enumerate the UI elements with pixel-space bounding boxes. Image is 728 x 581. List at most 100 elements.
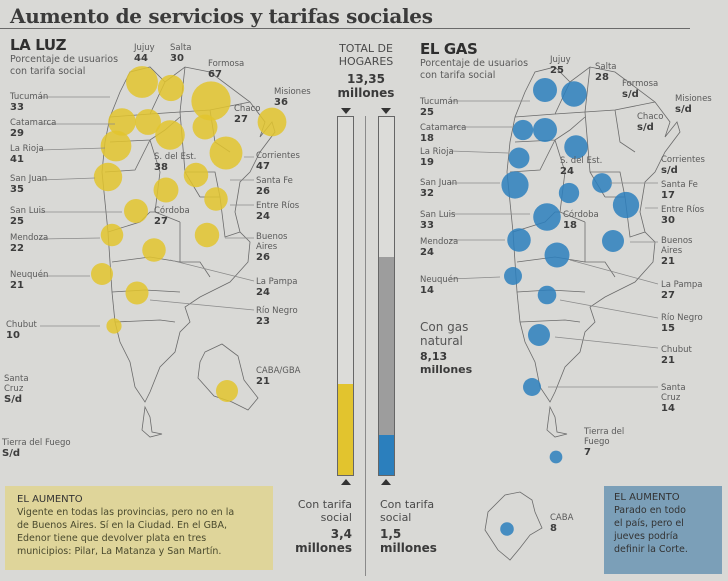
gas-natural-fill bbox=[379, 256, 394, 475]
luz-province-value: 24 bbox=[256, 211, 270, 222]
luz-province-label: Tierra del Fuego S/d bbox=[2, 438, 71, 460]
gas-province-label: Salta 28 bbox=[595, 62, 617, 84]
gas-province-value: 33 bbox=[420, 220, 434, 231]
luz-leader-line bbox=[149, 299, 255, 311]
luz-province-name: Jujuy bbox=[134, 43, 155, 53]
luz-province-name: Corrientes bbox=[256, 151, 300, 161]
gas-social-label-1: Con tarifa bbox=[380, 498, 435, 511]
luz-bubble-corrientes bbox=[209, 136, 243, 170]
gas-province-label: Tierra del Fuego 7 bbox=[584, 427, 624, 459]
luz-province-label: La Rioja 41 bbox=[10, 144, 44, 166]
gas-bubble-santa-fe bbox=[592, 173, 612, 193]
gas-province-label: La Rioja 19 bbox=[420, 147, 454, 169]
gas-province-label: Misiones s/d bbox=[675, 94, 712, 116]
totals-value: 13,35 millones bbox=[330, 72, 402, 100]
luz-province-value: 44 bbox=[134, 53, 148, 64]
luz-bar-top-arrow-icon bbox=[341, 108, 351, 114]
luz-province-label: Buenos Aires 26 bbox=[256, 232, 287, 264]
luz-province-value: 47 bbox=[256, 161, 270, 172]
luz-aumento-line: Vigente en todas las provincias, pero no… bbox=[17, 507, 235, 518]
gas-bubble-la-rioja bbox=[508, 147, 530, 169]
gas-province-value: 30 bbox=[661, 215, 675, 226]
luz-province-value: 22 bbox=[10, 243, 24, 254]
gas-province-value: 7 bbox=[584, 447, 591, 458]
luz-province-name: S. del Est. bbox=[154, 152, 197, 162]
gas-social-unit: millones bbox=[380, 541, 437, 555]
gas-province-label: Chubut 21 bbox=[661, 345, 692, 367]
gas-province-value: 8 bbox=[550, 523, 557, 534]
gas-subtitle-line1: Porcentaje de usuarios bbox=[420, 58, 529, 69]
gas-province-label: Catamarca 18 bbox=[420, 123, 466, 145]
luz-province-name: San Luis bbox=[10, 206, 46, 216]
gas-province-value: s/d bbox=[622, 89, 639, 100]
gas-bubble-mendoza bbox=[507, 228, 531, 252]
luz-province-label: Jujuy 44 bbox=[134, 43, 155, 65]
luz-province-name: San Juan bbox=[10, 174, 48, 184]
gas-bubble-tierra-del-fuego bbox=[549, 450, 563, 464]
gas-province-label: S. del Est. 24 bbox=[560, 156, 602, 178]
luz-province-name: La Rioja bbox=[10, 144, 44, 154]
totals-value-number: 13,35 bbox=[347, 72, 385, 86]
luz-bubble-formosa bbox=[191, 81, 231, 121]
gas-bar-bottom-arrow-icon bbox=[381, 479, 391, 485]
gas-map-border bbox=[514, 116, 586, 143]
gas-bubble-buenos-aires bbox=[602, 230, 624, 252]
gas-province-label: Río Negro 15 bbox=[661, 313, 703, 335]
gas-province-label: Santa Cruz 14 bbox=[661, 383, 686, 415]
gas-province-label: Entre Ríos 30 bbox=[661, 205, 704, 227]
gas-province-name: Chubut bbox=[661, 345, 692, 355]
luz-province-name: Buenos bbox=[256, 232, 288, 242]
gas-province-name: Jujuy bbox=[550, 55, 571, 65]
gas-province-name: Tierra del bbox=[584, 427, 625, 437]
luz-subtitle-line1: Porcentaje de usuarios bbox=[10, 54, 119, 65]
luz-province-value: 36 bbox=[274, 97, 288, 108]
gas-bubble-s-del-est- bbox=[564, 135, 588, 159]
gas-province-label: CABA 8 bbox=[550, 513, 573, 535]
luz-bubble-s-del-est- bbox=[155, 120, 185, 150]
luz-social-label-2: social bbox=[320, 511, 352, 524]
gas-province-name: Río Negro bbox=[661, 313, 703, 323]
luz-aumento-line: municipios: Pilar, La Matanza y San Mart… bbox=[17, 546, 222, 557]
luz-province-label: San Juan 35 bbox=[10, 174, 47, 196]
gas-social-value: 1,5 bbox=[380, 527, 402, 541]
luz-bubble-jujuy bbox=[126, 66, 158, 98]
luz-province-name: Tucumán bbox=[10, 92, 49, 102]
gas-province-value: 24 bbox=[560, 166, 574, 177]
gas-social-fill bbox=[379, 434, 394, 475]
gas-aumento-line: definir la Corte. bbox=[614, 544, 688, 555]
gas-province-label: Chaco s/d bbox=[637, 112, 663, 134]
luz-bubble-san-juan bbox=[93, 162, 123, 192]
luz-bubble-misiones bbox=[257, 107, 287, 137]
luz-province-name: Entre Ríos bbox=[256, 201, 300, 211]
gas-leader-line bbox=[449, 276, 501, 280]
luz-map-border bbox=[107, 211, 181, 233]
gas-province-label: Tucumán 25 bbox=[420, 97, 458, 119]
luz-province-label: Tucumán 33 bbox=[10, 92, 48, 114]
gas-leader-line bbox=[554, 336, 659, 349]
luz-province-label: Misiones 36 bbox=[274, 87, 311, 109]
gas-map-border bbox=[509, 139, 556, 173]
gas-province-name: Neuquén bbox=[420, 275, 459, 285]
luz-province-value: 27 bbox=[154, 216, 168, 227]
gas-province-value: 24 bbox=[420, 247, 434, 258]
luz-bubble-r-o-negro bbox=[125, 281, 149, 305]
luz-province-label: San Luis 25 bbox=[10, 206, 45, 228]
gas-province-value: 25 bbox=[550, 65, 564, 76]
luz-province-label: Río Negro 23 bbox=[256, 306, 298, 328]
luz-leader-line bbox=[169, 259, 255, 282]
gas-map-border bbox=[590, 171, 626, 198]
totals-label: TOTAL DE HOGARES bbox=[330, 42, 402, 68]
gas-map-tierra-del-fuego bbox=[546, 405, 568, 438]
gas-province-label: Jujuy 25 bbox=[550, 55, 571, 77]
luz-gba-inset-map bbox=[197, 343, 259, 411]
gas-bubble-neuqu-n bbox=[504, 267, 522, 285]
luz-bubble-la-rioja bbox=[100, 130, 132, 162]
luz-province-value: 27 bbox=[234, 114, 248, 125]
gas-province-label: San Juan 32 bbox=[420, 178, 457, 200]
luz-aumento-line: Edenor tiene que devolver plata en tres bbox=[17, 533, 207, 544]
gas-province-label: San Luis 33 bbox=[420, 210, 455, 232]
gas-province-name: CABA bbox=[550, 513, 574, 523]
luz-province-value: 21 bbox=[256, 376, 270, 387]
gas-households-bar bbox=[378, 116, 395, 476]
gas-map-border bbox=[519, 319, 581, 323]
